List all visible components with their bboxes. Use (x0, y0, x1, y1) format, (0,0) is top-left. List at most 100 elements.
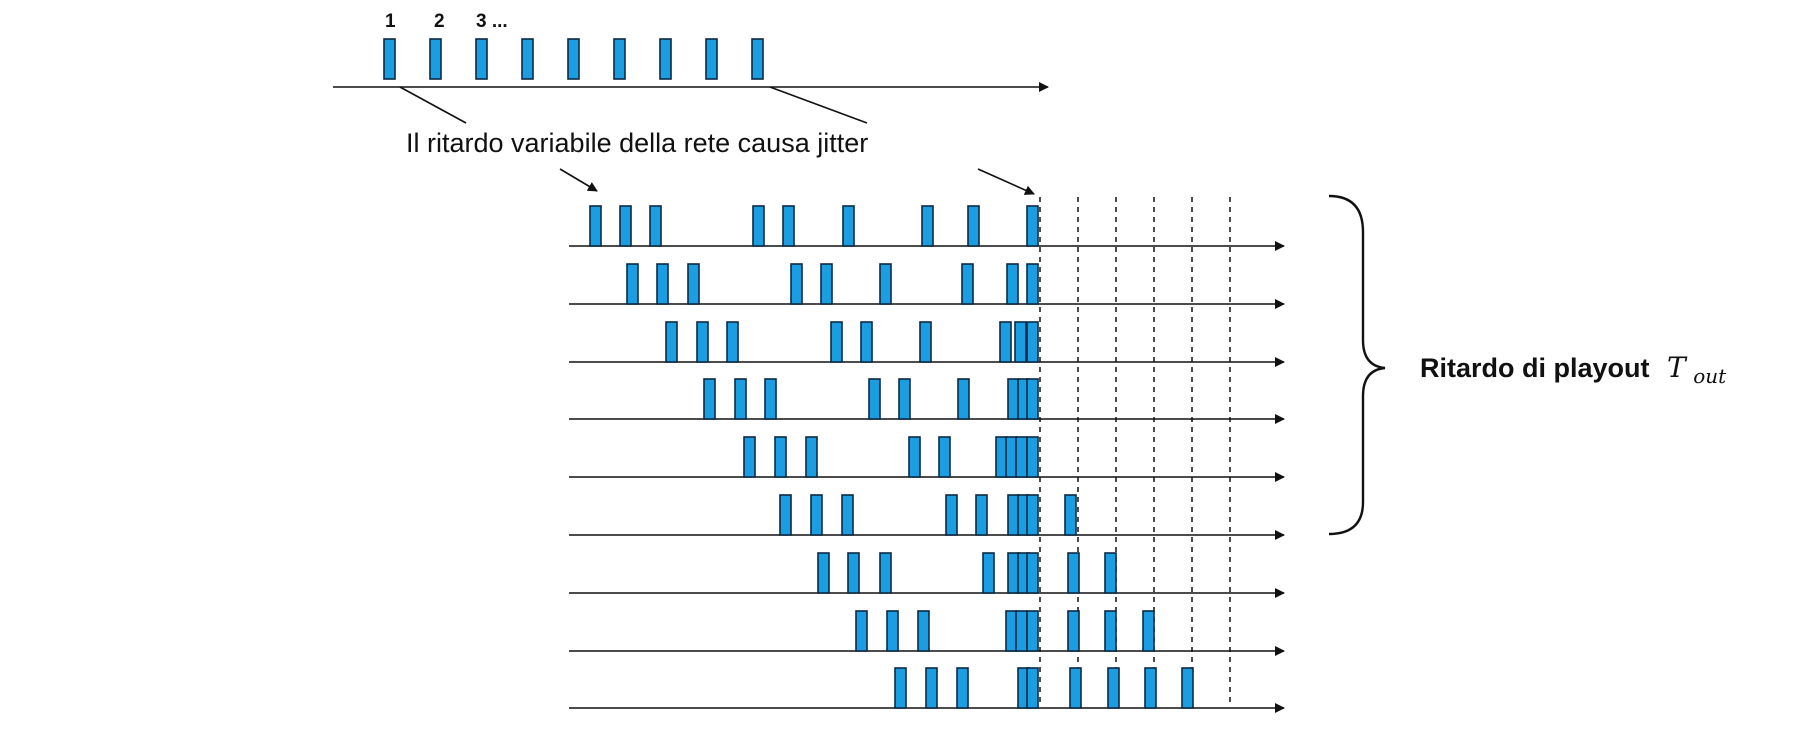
receiver-timelines (569, 205, 1285, 713)
packet-3 (687, 263, 700, 305)
sender-packet-7 (659, 38, 672, 80)
packet-5 (860, 321, 873, 363)
packet-6 (1069, 667, 1082, 709)
packet-3 (805, 436, 818, 478)
packet-9 (1026, 321, 1039, 363)
packet-1 (589, 205, 602, 247)
packet-6 (957, 378, 970, 420)
packet-2 (774, 436, 787, 478)
playout-brace (1328, 194, 1386, 536)
receiver-row-2 (569, 263, 1285, 309)
packet-4 (830, 321, 843, 363)
packet-9 (1026, 263, 1039, 305)
pointer-arrow-left (559, 168, 598, 192)
packet-1 (743, 436, 756, 478)
sender-packet-1 (383, 38, 396, 80)
packet-7 (1067, 610, 1080, 652)
packet-6 (879, 263, 892, 305)
packet-2 (696, 321, 709, 363)
packet-4 (790, 263, 803, 305)
packet-9 (1026, 205, 1039, 247)
receiver-row-3 (569, 321, 1285, 367)
packet-2 (886, 610, 899, 652)
packet-4 (908, 436, 921, 478)
packet-7 (961, 263, 974, 305)
sender-packet-2 (429, 38, 442, 80)
receiver-row-6 (569, 494, 1285, 540)
packet-7 (921, 205, 934, 247)
pointer-line-right (769, 86, 868, 124)
receiver-row-4 (569, 378, 1285, 424)
packet-1 (703, 378, 716, 420)
jitter-caption: Il ritardo variabile della rete causa ji… (406, 128, 868, 158)
packet-5 (782, 205, 795, 247)
packet-8 (1015, 436, 1028, 478)
receiver-row-5 (569, 436, 1285, 482)
packet-4 (868, 378, 881, 420)
packet-8 (1006, 263, 1019, 305)
packet-9 (1181, 667, 1194, 709)
packet-8 (1104, 610, 1117, 652)
packet-4 (752, 205, 765, 247)
packet-7 (1107, 667, 1120, 709)
receiver-row-9 (569, 667, 1285, 713)
packet-6 (842, 205, 855, 247)
packet-4 (982, 552, 995, 594)
packet-6 (1026, 610, 1039, 652)
packet-2 (619, 205, 632, 247)
packet-5 (898, 378, 911, 420)
packet-8 (1026, 494, 1039, 536)
packet-9 (1026, 436, 1039, 478)
packet-8 (967, 205, 980, 247)
packet-5 (1026, 667, 1039, 709)
receiver-row-1 (569, 205, 1285, 251)
packet-5 (975, 494, 988, 536)
packet-3 (764, 378, 777, 420)
sender-timeline: 1 2 3 ... (333, 11, 1049, 92)
sender-packet-4 (521, 38, 534, 80)
sequence-label-3: 3 ... (476, 11, 508, 32)
packet-5 (820, 263, 833, 305)
sequence-label-2: 2 (434, 11, 445, 32)
packet-1 (626, 263, 639, 305)
packet-2 (925, 667, 938, 709)
packet-3 (879, 552, 892, 594)
packet-3 (917, 610, 930, 652)
playout-symbol: T (1667, 351, 1688, 384)
receiver-row-7 (569, 552, 1285, 598)
pointer-arrow-right (977, 168, 1035, 195)
packet-3 (649, 205, 662, 247)
sender-packets (383, 38, 764, 80)
receiver-row-8 (569, 610, 1285, 656)
pointer-line-left (399, 86, 467, 124)
packet-4 (945, 494, 958, 536)
packet-3 (726, 321, 739, 363)
sender-packet-6 (613, 38, 626, 80)
packet-7 (999, 321, 1012, 363)
packet-9 (1064, 494, 1077, 536)
sender-packet-8 (705, 38, 718, 80)
packet-1 (779, 494, 792, 536)
packet-9 (1104, 552, 1117, 594)
packet-2 (734, 378, 747, 420)
packet-9 (1142, 610, 1155, 652)
packet-3 (841, 494, 854, 536)
sender-packet-3 (475, 38, 488, 80)
packet-2 (847, 552, 860, 594)
packet-7 (1026, 552, 1039, 594)
packet-5 (938, 436, 951, 478)
packet-1 (855, 610, 868, 652)
packet-9 (1026, 378, 1039, 420)
packet-3 (956, 667, 969, 709)
playout-delay-label: Ritardo di playout T out (1420, 351, 1727, 388)
packet-1 (665, 321, 678, 363)
playout-delay-text: Ritardo di playout (1420, 353, 1650, 383)
packet-8 (1067, 552, 1080, 594)
caption-pointers (399, 86, 1035, 195)
packet-8 (1144, 667, 1157, 709)
sender-packet-9 (751, 38, 764, 80)
packet-6 (919, 321, 932, 363)
packet-5 (1015, 610, 1028, 652)
playout-subscript: out (1693, 364, 1727, 388)
